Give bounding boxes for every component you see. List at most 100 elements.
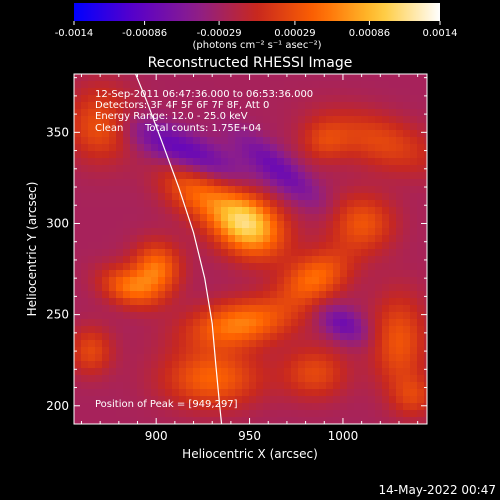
- heatmap-cell: [130, 221, 138, 229]
- heatmap-cell: [284, 151, 292, 159]
- heatmap-cell: [158, 291, 166, 299]
- heatmap-cell: [88, 417, 96, 424]
- heatmap-cell: [249, 144, 257, 152]
- heatmap-cell: [305, 382, 313, 390]
- heatmap-cell: [284, 312, 292, 320]
- heatmap-cell: [193, 74, 201, 82]
- heatmap-cell: [410, 172, 418, 180]
- heatmap-cell: [137, 102, 145, 110]
- heatmap-cell: [249, 382, 257, 390]
- heatmap-cell: [382, 298, 390, 306]
- heatmap-cell: [305, 270, 313, 278]
- heatmap-cell: [102, 81, 110, 89]
- heatmap-cell: [424, 270, 427, 278]
- plot-area: [74, 74, 427, 424]
- heatmap-cell: [347, 354, 355, 362]
- heatmap-cell: [403, 95, 411, 103]
- heatmap-cell: [74, 221, 82, 229]
- heatmap-cell: [137, 165, 145, 173]
- heatmap-cell: [109, 74, 117, 82]
- heatmap-cell: [123, 333, 131, 341]
- heatmap-cell: [144, 193, 152, 201]
- heatmap-cell: [368, 263, 376, 271]
- heatmap-cell: [354, 95, 362, 103]
- heatmap-cell: [249, 95, 257, 103]
- heatmap-cell: [137, 123, 145, 131]
- heatmap-cell: [74, 109, 82, 117]
- heatmap-cell: [312, 389, 320, 397]
- heatmap-cell: [368, 109, 376, 117]
- heatmap-cell: [354, 144, 362, 152]
- heatmap-cell: [382, 333, 390, 341]
- heatmap-cell: [158, 235, 166, 243]
- heatmap-cell: [249, 291, 257, 299]
- heatmap-cell: [200, 319, 208, 327]
- heatmap-cell: [270, 74, 278, 82]
- heatmap-cell: [270, 88, 278, 96]
- heatmap-cell: [396, 242, 404, 250]
- heatmap-cell: [389, 305, 397, 313]
- y-axis-label: Heliocentric Y (arcsec): [25, 182, 39, 317]
- heatmap-cell: [326, 165, 334, 173]
- heatmap-cell: [319, 249, 327, 257]
- heatmap-cell: [298, 403, 306, 411]
- heatmap-cell: [270, 228, 278, 236]
- heatmap-cell: [151, 242, 159, 250]
- heatmap-cell: [305, 389, 313, 397]
- heatmap-cell: [193, 123, 201, 131]
- heatmap-cell: [249, 410, 257, 418]
- heatmap-cell: [368, 368, 376, 376]
- heatmap-cell: [312, 130, 320, 138]
- heatmap-cell: [151, 123, 159, 131]
- heatmap-cell: [88, 319, 96, 327]
- heatmap-cell: [410, 109, 418, 117]
- heatmap-cell: [375, 305, 383, 313]
- heatmap-cell: [256, 417, 264, 424]
- heatmap-cell: [368, 417, 376, 424]
- heatmap-cell: [214, 410, 222, 418]
- heatmap-cell: [354, 242, 362, 250]
- heatmap-cell: [186, 291, 194, 299]
- heatmap-cell: [144, 396, 152, 404]
- heatmap-cell: [123, 256, 131, 264]
- heatmap-cell: [158, 249, 166, 257]
- heatmap-cell: [228, 326, 236, 334]
- heatmap-cell: [333, 172, 341, 180]
- heatmap-cell: [123, 361, 131, 369]
- heatmap-cell: [102, 165, 110, 173]
- heatmap-cell: [158, 151, 166, 159]
- heatmap-cell: [256, 151, 264, 159]
- heatmap-cell: [389, 221, 397, 229]
- heatmap-cell: [340, 403, 348, 411]
- heatmap-cell: [389, 207, 397, 215]
- heatmap-cell: [389, 410, 397, 418]
- heatmap-cell: [95, 249, 103, 257]
- heatmap-cell: [137, 221, 145, 229]
- heatmap-cell: [186, 144, 194, 152]
- heatmap-cell: [270, 326, 278, 334]
- heatmap-cell: [81, 326, 89, 334]
- heatmap-cell: [172, 158, 180, 166]
- heatmap-cell: [179, 375, 187, 383]
- heatmap-cell: [410, 186, 418, 194]
- heatmap-cell: [228, 81, 236, 89]
- heatmap-cell: [137, 186, 145, 194]
- heatmap-cell: [291, 116, 299, 124]
- heatmap-cell: [410, 298, 418, 306]
- heatmap-cell: [144, 368, 152, 376]
- heatmap-cell: [228, 417, 236, 424]
- footer-timestamp: 14-May-2022 00:47: [379, 483, 496, 497]
- heatmap-cell: [123, 235, 131, 243]
- heatmap-cell: [81, 312, 89, 320]
- heatmap-cell: [109, 130, 117, 138]
- heatmap-cell: [291, 151, 299, 159]
- heatmap-cell: [389, 284, 397, 292]
- heatmap-cell: [235, 130, 243, 138]
- heatmap-cell: [200, 193, 208, 201]
- heatmap-cell: [186, 172, 194, 180]
- heatmap-cell: [298, 144, 306, 152]
- heatmap-cell: [81, 221, 89, 229]
- heatmap-cell: [298, 417, 306, 424]
- heatmap-cell: [179, 116, 187, 124]
